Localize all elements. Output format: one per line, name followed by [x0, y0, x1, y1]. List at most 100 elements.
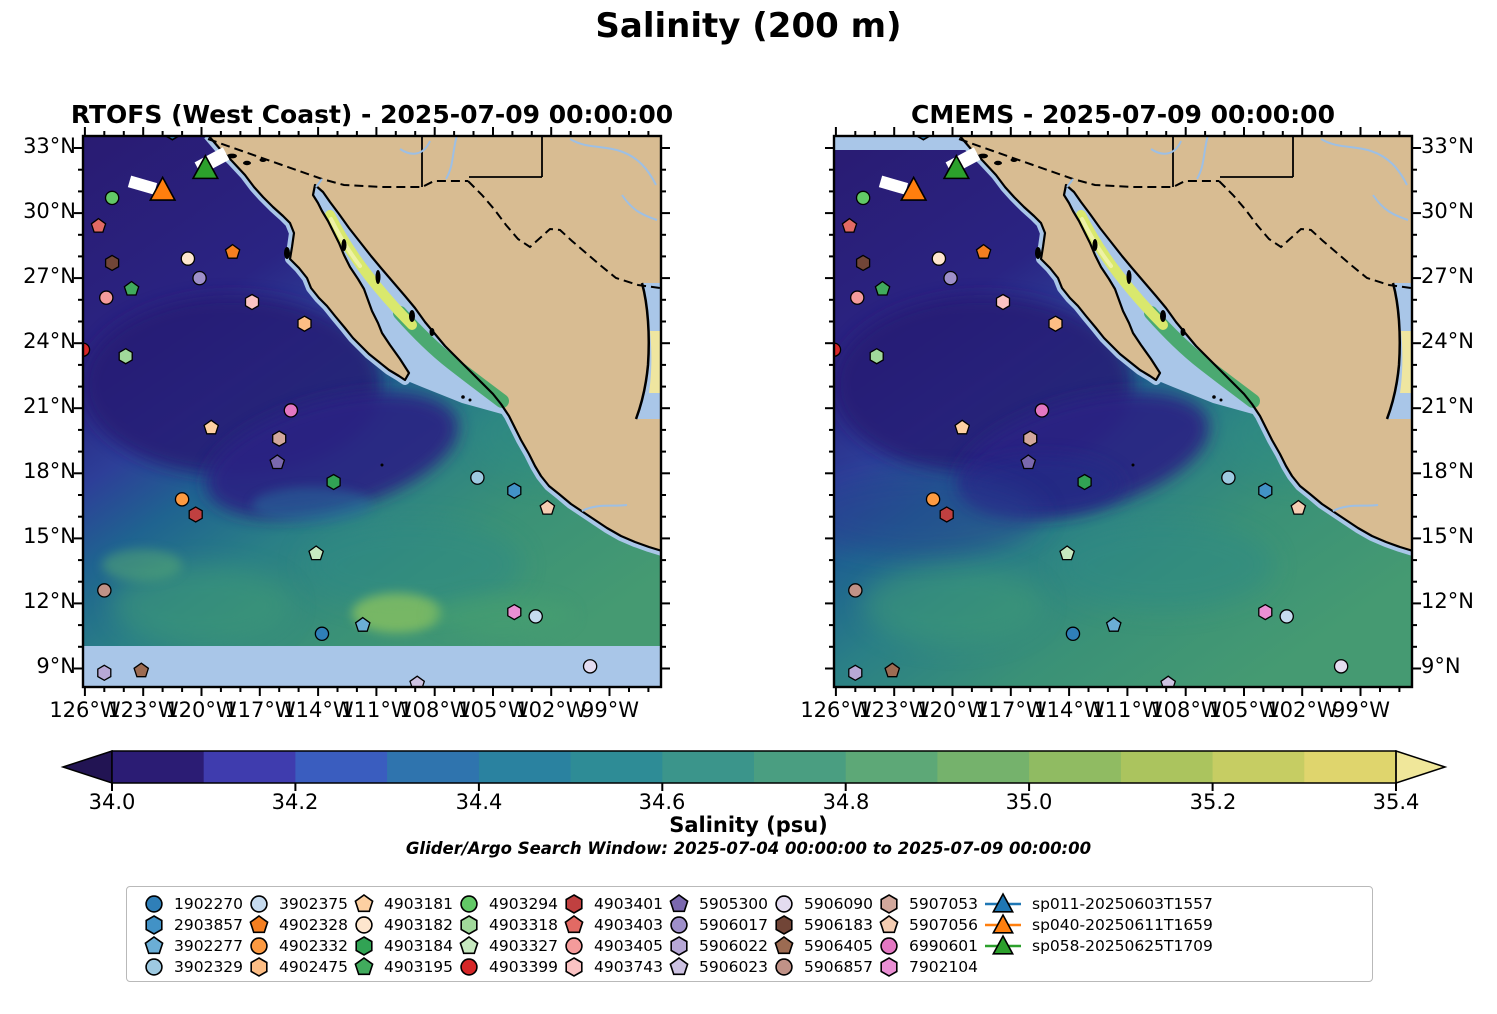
legend-item: 4903318 — [458, 914, 563, 935]
legend-float-id: 5906022 — [699, 936, 769, 955]
lat-tick-label: 15°N — [23, 524, 76, 548]
legend-hexagon-marker — [880, 956, 898, 977]
legend-item: 4903401 — [563, 893, 668, 914]
colorbar-tick-label: 35.2 — [1189, 790, 1237, 814]
lat-tick-label: 12°N — [23, 589, 76, 613]
map-title-rtofs: RTOFS (West Coast) - 2025-07-09 00:00:00 — [70, 100, 674, 129]
lat-tick-label: 30°N — [23, 199, 76, 223]
float-markers — [82, 135, 598, 688]
legend-pentagon-marker — [354, 956, 374, 975]
legend-float-id: 4903318 — [489, 915, 559, 934]
rivers — [1066, 135, 1409, 512]
legend-glider-marker — [985, 912, 1021, 934]
legend-item: 5906090 — [773, 893, 878, 914]
legend-pentagon-marker — [249, 914, 269, 933]
land — [208, 135, 662, 551]
legend-item: 5906023 — [668, 956, 773, 977]
legend-float-id: 4903743 — [594, 957, 664, 976]
colorbar-segment — [295, 751, 388, 783]
lat-tick-label: 27°N — [1421, 264, 1474, 288]
lat-tick-label: 15°N — [1421, 524, 1474, 548]
legend-pentagon-marker — [669, 893, 689, 912]
lat-tick-label: 18°N — [23, 459, 76, 483]
legend-float-id: 4903405 — [594, 936, 664, 955]
legend-float-id: 4902475 — [279, 957, 349, 976]
legend-float-id: 5906857 — [804, 957, 874, 976]
legend-item: 4903403 — [563, 914, 668, 935]
legend-float-id: 4903195 — [384, 957, 454, 976]
legend-float-id: 5905300 — [699, 894, 769, 913]
legend-glider-id: sp040-20250611T1659 — [1032, 915, 1213, 934]
colorbar-tick-label: 34.6 — [638, 790, 686, 814]
legend-float-id: 7902104 — [909, 957, 979, 976]
legend-item: 4903743 — [563, 956, 668, 977]
legend-item: 5906017 — [668, 914, 773, 935]
lon-tick-label: 123°W — [107, 698, 179, 722]
legend-circle-marker — [460, 957, 478, 976]
legend-glider-id: sp011-20250603T1557 — [1032, 894, 1213, 913]
ocean-eddy — [1053, 520, 1273, 610]
lat-tick-label: 9°N — [1421, 654, 1461, 678]
lon-tick-label: 108°W — [399, 698, 471, 722]
legend-item: sp011-20250603T1557 — [983, 891, 1249, 914]
colorbar-tick-label: 34.2 — [271, 790, 319, 814]
lon-tick-label: 99°W — [581, 698, 639, 722]
lon-tick-label: 111°W — [340, 698, 412, 722]
legend-item: 4903399 — [458, 956, 563, 977]
legend-item: 5906857 — [773, 956, 878, 977]
legend-circle-marker — [250, 894, 268, 913]
lon-tick-label: 114°W — [282, 698, 354, 722]
colorbar-tick-label: 34.4 — [455, 790, 503, 814]
lon-tick-label: 105°W — [457, 698, 529, 722]
lat-tick-label: 27°N — [23, 264, 76, 288]
lon-tick-label: 120°W — [165, 698, 237, 722]
islands — [227, 153, 472, 467]
legend-float-id: 4903399 — [489, 957, 559, 976]
legend-item: 3902329 — [143, 956, 248, 977]
ocean-eddy — [112, 565, 292, 645]
legend-item: 2903857 — [143, 914, 248, 935]
axis-ticks — [825, 127, 1421, 696]
legend-float-id: 4903182 — [384, 915, 454, 934]
legend-float-id: 4903401 — [594, 894, 664, 913]
legend-item: 4903294 — [458, 893, 563, 914]
legend-float-id: 5906405 — [804, 936, 874, 955]
lon-tick-label: 102°W — [1266, 698, 1338, 722]
legend-pentagon-marker — [879, 914, 899, 933]
legend-float-id: 6990601 — [909, 936, 979, 955]
gulf-of-mexico-high-salinity — [1400, 331, 1413, 393]
legend-float-id: 4902328 — [279, 915, 349, 934]
ocean-eddy — [432, 595, 572, 635]
legend-pentagon-marker — [564, 914, 584, 933]
colorbar-extend-low — [60, 749, 113, 785]
legend-float-id: 4902332 — [279, 936, 349, 955]
lat-tick-label: 33°N — [23, 134, 76, 158]
colorbar-segment — [1304, 751, 1397, 783]
legend-hexagon-marker — [880, 893, 898, 914]
map-title-cmems: CMEMS - 2025-07-09 00:00:00 — [911, 100, 1335, 129]
legend-float-id: 3902375 — [279, 894, 349, 913]
legend-item: 5906022 — [668, 935, 773, 956]
legend-float-id: 5907056 — [909, 915, 979, 934]
legend-float-id: 5906017 — [699, 915, 769, 934]
legend-hexagon-marker — [670, 935, 688, 956]
axis-ticks — [74, 127, 670, 696]
legend-float-id: 4903181 — [384, 894, 454, 913]
legend-glider-marker — [985, 891, 1021, 913]
legend-circle-marker — [460, 894, 478, 913]
colorbar-label: Salinity (psu) — [669, 813, 828, 837]
colorbar-extend-high — [1395, 749, 1448, 785]
colorbar-segment — [754, 751, 847, 783]
legend-item: 1902270 — [143, 893, 248, 914]
legend-pentagon-marker — [144, 935, 164, 954]
legend-float-id: 4903294 — [489, 894, 559, 913]
legend-item: 3902277 — [143, 935, 248, 956]
legend-item: 4902475 — [248, 956, 353, 977]
no-data-band-bottom — [82, 646, 662, 688]
legend-circle-marker — [880, 936, 898, 955]
colorbar-segment — [1212, 751, 1305, 783]
legend-float-id: 5907053 — [909, 894, 979, 913]
legend-hexagon-marker — [460, 914, 478, 935]
political-borders — [207, 135, 661, 289]
ocean-eddy — [302, 520, 522, 610]
